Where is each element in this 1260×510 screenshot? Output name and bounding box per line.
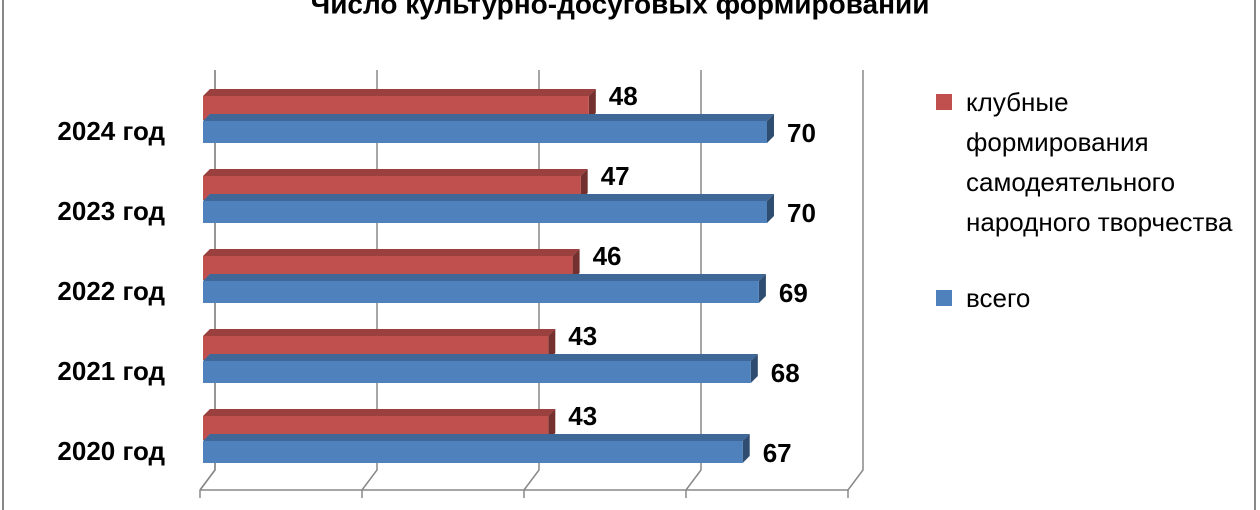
chart-title: Число культурно-досуговых формирований — [311, 0, 930, 19]
data-label: 48 — [609, 81, 638, 111]
legend-label: клубные формирования самодеятельного нар… — [966, 87, 1233, 237]
data-label: 67 — [763, 438, 792, 468]
bar — [203, 434, 750, 463]
legend-swatch — [936, 94, 952, 110]
grid-line — [847, 70, 864, 491]
y-tick-label: 2024 год — [57, 116, 165, 146]
bar — [203, 274, 766, 303]
bar — [203, 194, 774, 223]
data-label: 68 — [771, 358, 800, 388]
y-tick-label: 2021 год — [57, 356, 165, 386]
legend-label: всего — [966, 283, 1031, 313]
data-label: 69 — [779, 278, 808, 308]
data-label: 43 — [568, 401, 597, 431]
bar — [203, 354, 758, 383]
data-label: 70 — [787, 118, 816, 148]
legend-swatch — [936, 290, 952, 306]
data-label: 46 — [593, 241, 622, 271]
data-label: 43 — [568, 321, 597, 351]
y-tick-label: 2023 год — [57, 196, 165, 226]
data-label: 47 — [601, 161, 630, 191]
data-label: 70 — [787, 198, 816, 228]
y-tick-label: 2020 год — [57, 436, 165, 466]
legend-item: всего — [936, 278, 1236, 318]
legend-item: клубные формирования самодеятельного нар… — [936, 82, 1236, 242]
y-tick-label: 2022 год — [57, 276, 165, 306]
bar — [203, 114, 774, 143]
